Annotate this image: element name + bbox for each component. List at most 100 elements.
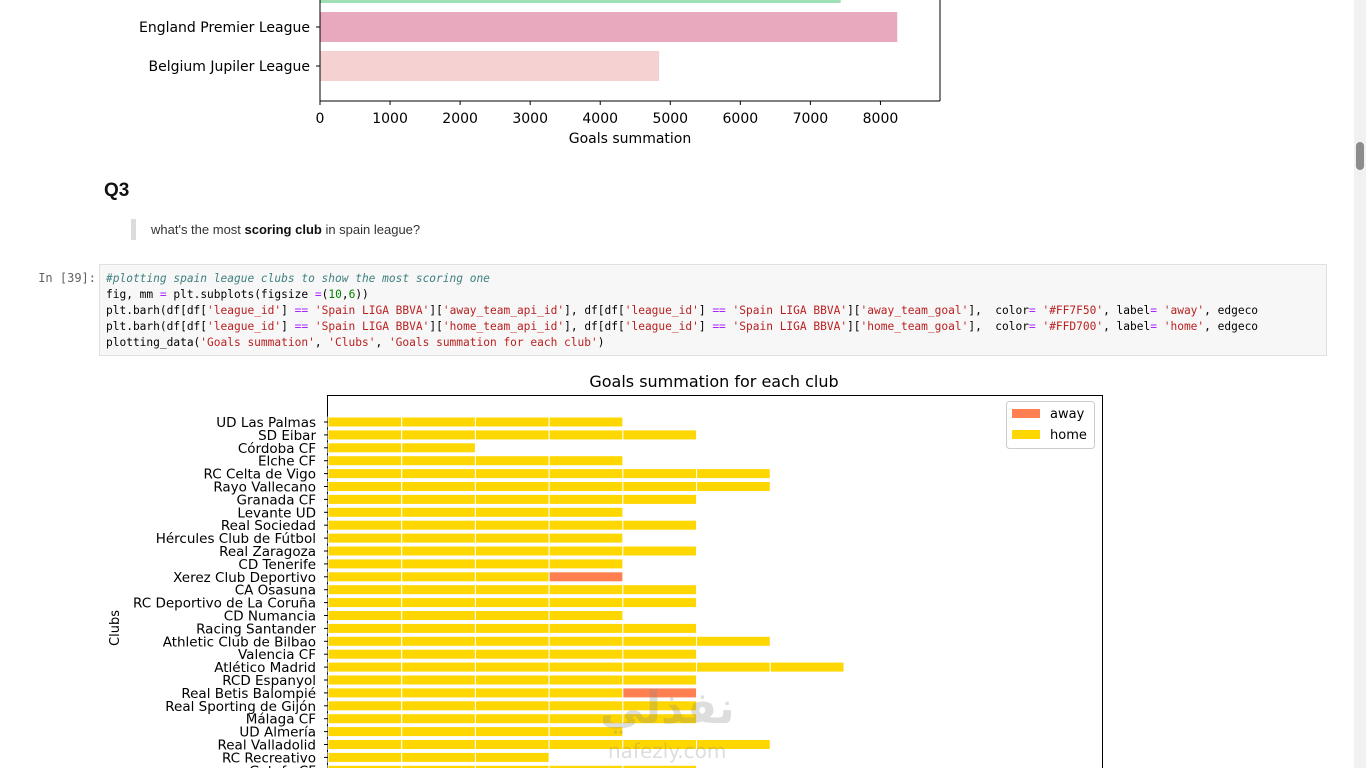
club-ytick-label: Real Betis Balompié [181,686,316,702]
home-bar-segment [474,635,550,647]
club-chart-title: Goals summation for each club [589,372,838,391]
home-bar-segment [769,661,845,673]
top-xtick-label: 6000 [723,111,759,127]
top-chart-xlabel: Goals summation [569,131,691,147]
legend-away-label: away [1050,407,1085,422]
home-bar-segment [474,558,550,570]
top-bar [320,51,660,81]
code-cell-editor[interactable]: #plotting spain league clubs to show the… [99,264,1327,356]
club-ytick-label: Getafe CF [249,763,316,768]
club-ytick-label: SD Eibar [258,428,316,444]
home-bar-segment [474,506,550,518]
home-bar-segment [622,429,698,441]
home-bar-segment [548,739,624,750]
home-bar-segment [327,726,403,738]
home-bar-segment [548,648,624,660]
home-bar-segment [622,622,698,634]
home-bar-segment [327,764,403,768]
legend-home-swatch [1012,430,1040,439]
top-xtick-label: 4000 [582,111,618,127]
legend-home-label: home [1050,428,1087,443]
club-ytick-label: Real Valladolid [217,738,316,754]
home-bar-segment [474,571,550,583]
home-bar-segment [474,610,550,621]
club-ytick-label: RCD Espanyol [222,673,316,689]
home-bar-segment [548,597,624,609]
home-bar-segment [401,700,476,712]
home-bar-segment [474,726,550,738]
home-bar-segment [401,493,476,505]
home-bar-segment [327,493,403,505]
code-text[interactable]: #plotting spain league clubs to show the… [106,272,1259,349]
home-bar-segment [401,622,476,634]
home-bar-segment [622,481,698,492]
club-ytick-label: Atlético Madrid [214,660,316,676]
home-bar-segment [548,726,624,738]
home-bar-segment [327,519,403,531]
home-bar-segment [327,545,403,557]
home-bar-segment [622,764,698,768]
home-bar-segment [548,764,624,768]
home-bar-segment [401,571,476,583]
club-ytick-label: RC Celta de Vigo [204,467,316,483]
home-bar-segment [401,635,476,647]
home-bar-segment [548,674,624,686]
home-bar-segment [327,635,403,647]
club-ytick-label: Levante UD [237,505,316,521]
league-goals-chart: England Premier League Belgium Jupiler Le… [139,0,941,147]
home-bar-segment [548,519,624,531]
top-ytick-label: Belgium Jupiler League [149,59,310,75]
home-bar-segment [696,739,771,750]
home-bar-segment [401,532,476,544]
home-bar-segment [622,713,698,725]
home-bar-segment [474,416,550,428]
home-bar-segment [401,713,476,725]
top-xtick-label: 3000 [512,111,548,127]
home-bar-segment [474,661,550,673]
home-bar-segment [327,506,403,518]
home-bar-segment [401,416,476,428]
home-bar-segment [548,610,624,621]
home-bar-segment [401,468,476,480]
home-bar-segment [327,713,403,725]
home-bar-segment [401,545,476,557]
top-xtick-label: 0 [316,111,325,127]
home-bar-segment [548,713,624,725]
legend-away-swatch [1012,409,1040,418]
home-bar-segment [327,468,403,480]
club-ytick-label: CA Osasuna [235,583,316,599]
section-heading: Q3 [104,180,130,201]
home-bar-segment [474,455,550,467]
club-chart-axes-frame [327,395,1103,768]
home-bar-segment [474,648,550,660]
home-bar-segment [401,442,476,454]
scrollbar-track[interactable] [1354,0,1366,768]
home-bar-segment [548,635,624,647]
home-bar-segment [622,545,698,557]
home-bar-segment [622,597,698,609]
club-ytick-label: Racing Santander [196,621,316,637]
home-bar-segment [401,687,476,699]
question-text-start: what's the most [151,222,245,237]
home-bar-segment [548,532,624,544]
question-text-bold: scoring club [244,222,322,237]
home-bar-segment [327,661,403,673]
club-ytick-label: Real Sporting de Gijón [165,699,316,715]
scrollbar-thumb[interactable] [1356,142,1364,170]
club-ytick-label: Málaga CF [246,712,316,728]
home-bar-segment [474,700,550,712]
home-bar-segment [622,700,698,712]
club-ytick-label: Valencia CF [238,647,316,663]
home-bar-segment [327,648,403,660]
club-ytick-label: Granada CF [237,492,316,508]
home-bar-segment [548,661,624,673]
home-bar-segment [401,739,476,750]
home-bar-segment [401,455,476,467]
home-bar-segment [474,481,550,492]
home-bar-segment [548,455,624,467]
home-bar-segment [622,661,698,673]
home-bar-segment [696,481,771,492]
club-ytick-label: RC Recreativo [222,750,316,766]
club-ytick-label: UD Las Palmas [216,415,316,431]
home-bar-segment [696,661,771,673]
